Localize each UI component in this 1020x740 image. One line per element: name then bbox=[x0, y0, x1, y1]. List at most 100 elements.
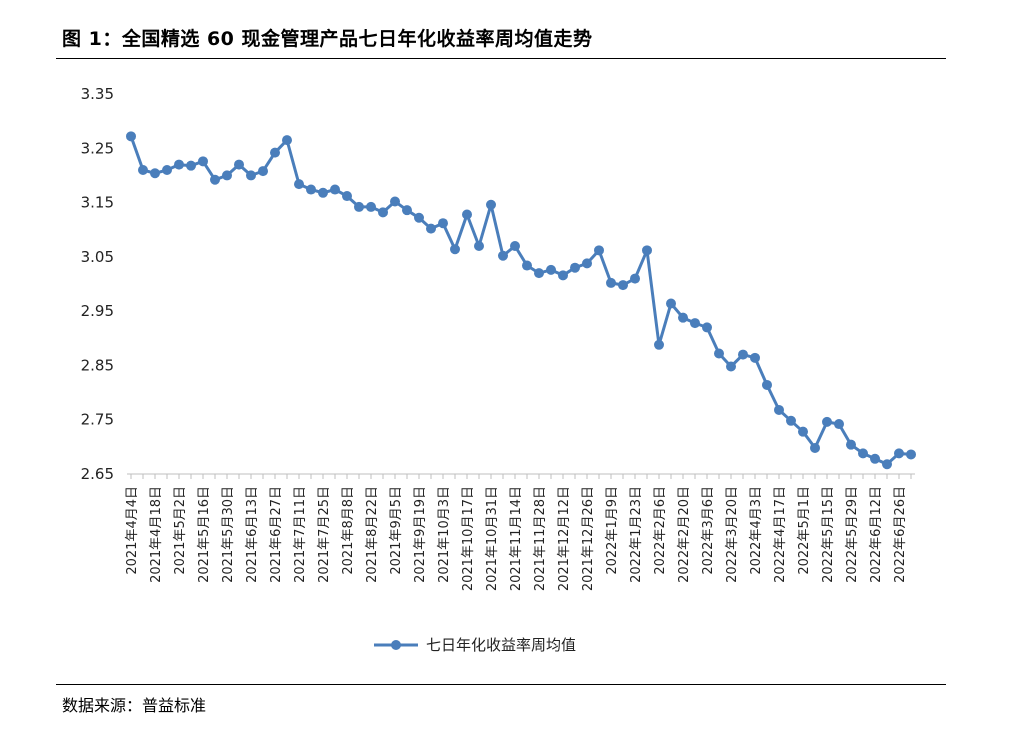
data-point bbox=[462, 209, 472, 220]
x-tick-label: 2021年5月2日 bbox=[173, 486, 188, 575]
y-tick-label: 3.15 bbox=[81, 194, 114, 212]
data-point bbox=[786, 415, 796, 426]
x-tick-label: 2022年3月20日 bbox=[725, 486, 740, 583]
data-point bbox=[642, 245, 652, 256]
data-point bbox=[906, 449, 916, 460]
line-chart: 3.35 3.25 3.15 3.05 2.95 2.85 2.75 2.65 2021年4月… bbox=[81, 85, 916, 654]
y-tick-label: 3.35 bbox=[81, 85, 114, 103]
data-point bbox=[234, 159, 244, 170]
y-tick-label: 2.85 bbox=[81, 356, 114, 374]
data-point bbox=[834, 419, 844, 430]
data-point bbox=[342, 191, 352, 202]
legend-label: 七日年化收益率周均值 bbox=[426, 636, 576, 654]
y-axis: 3.35 3.25 3.15 3.05 2.95 2.85 2.75 2.65 bbox=[81, 85, 114, 483]
data-point bbox=[282, 135, 292, 146]
x-tick-label: 2021年9月19日 bbox=[413, 486, 428, 583]
bottom-rule bbox=[56, 684, 946, 685]
x-tick-label: 2021年12月26日 bbox=[581, 486, 596, 591]
data-point bbox=[606, 277, 616, 288]
data-point bbox=[654, 339, 664, 350]
y-tick-label: 2.65 bbox=[81, 465, 114, 483]
data-point bbox=[378, 207, 388, 218]
x-tick-label: 2021年11月14日 bbox=[509, 486, 524, 591]
data-point bbox=[414, 212, 424, 223]
data-point bbox=[582, 258, 592, 269]
data-point bbox=[306, 184, 316, 195]
x-tick-label: 2021年10月3日 bbox=[437, 486, 452, 583]
x-tick-label: 2022年5月1日 bbox=[797, 486, 812, 575]
data-point bbox=[534, 268, 544, 279]
data-point bbox=[246, 170, 256, 181]
x-tick-label: 2021年6月13日 bbox=[245, 486, 260, 583]
data-point bbox=[210, 174, 220, 185]
data-point bbox=[330, 184, 340, 195]
x-tick-label: 2021年8月8日 bbox=[341, 486, 356, 575]
x-tick-label: 2021年4月4日 bbox=[125, 486, 140, 575]
data-point bbox=[354, 201, 364, 212]
data-point bbox=[138, 165, 148, 175]
x-tick-label: 2021年10月31日 bbox=[485, 486, 500, 591]
data-point bbox=[750, 352, 760, 363]
data-point bbox=[510, 241, 520, 251]
x-tick-label: 2022年2月20日 bbox=[677, 486, 692, 583]
data-point bbox=[774, 404, 784, 415]
data-point bbox=[426, 223, 436, 234]
y-tick-label: 2.75 bbox=[81, 411, 114, 429]
x-tick-label: 2021年9月5日 bbox=[389, 486, 404, 575]
data-point bbox=[630, 273, 640, 284]
series-line bbox=[129, 135, 912, 466]
x-tick-label: 2021年8月22日 bbox=[365, 486, 380, 583]
x-tick-label: 2021年7月11日 bbox=[293, 486, 308, 583]
x-tick-label: 2022年5月29日 bbox=[845, 486, 860, 583]
x-tick-label: 2022年1月9日 bbox=[605, 486, 620, 575]
y-tick-label: 3.05 bbox=[81, 248, 114, 266]
data-point bbox=[222, 170, 232, 181]
x-tick-label: 2021年5月16日 bbox=[197, 486, 212, 583]
data-point bbox=[150, 168, 160, 179]
data-point bbox=[486, 199, 496, 210]
x-tick-label: 2022年4月3日 bbox=[749, 486, 764, 575]
data-point bbox=[594, 245, 604, 256]
x-tick-label: 2022年3月6日 bbox=[701, 486, 716, 575]
x-tick-label: 2021年7月25日 bbox=[317, 486, 332, 583]
plot-area bbox=[126, 131, 916, 470]
data-point bbox=[390, 196, 400, 207]
data-point bbox=[294, 179, 304, 190]
x-tick-label: 2021年10月17日 bbox=[461, 486, 476, 591]
x-tick-label: 2022年5月15日 bbox=[821, 486, 836, 583]
data-point bbox=[558, 270, 568, 281]
data-point bbox=[870, 453, 880, 464]
data-point bbox=[366, 201, 376, 212]
x-tick-label: 2021年4月18日 bbox=[149, 486, 164, 583]
data-point bbox=[522, 260, 532, 271]
legend: 七日年化收益率周均值 bbox=[374, 636, 576, 654]
x-tick-label: 2022年4月17日 bbox=[773, 486, 788, 583]
data-point bbox=[198, 156, 208, 167]
x-tick-label: 2022年2月6日 bbox=[653, 486, 668, 575]
data-point bbox=[738, 349, 748, 360]
data-point bbox=[546, 264, 556, 275]
figure-title: 图 1：全国精选 60 现金管理产品七日年化收益率周均值走势 bbox=[62, 28, 593, 50]
legend-marker bbox=[391, 640, 401, 650]
x-tick-label: 2021年5月30日 bbox=[221, 486, 236, 583]
data-point bbox=[402, 205, 412, 216]
x-tick-label: 2021年6月27日 bbox=[269, 486, 284, 583]
top-rule bbox=[56, 58, 946, 59]
x-tick-label: 2022年6月12日 bbox=[869, 486, 884, 583]
data-point bbox=[162, 165, 172, 175]
data-point bbox=[174, 159, 184, 170]
data-point bbox=[450, 244, 460, 255]
x-tick-label: 2022年1月23日 bbox=[629, 486, 644, 583]
x-tick-label: 2022年6月26日 bbox=[893, 486, 908, 583]
data-point bbox=[822, 416, 832, 427]
data-point bbox=[318, 187, 328, 198]
y-tick-label: 3.25 bbox=[81, 139, 114, 157]
data-point bbox=[798, 426, 808, 437]
data-point bbox=[810, 442, 820, 453]
data-point bbox=[894, 448, 904, 459]
x-axis: 2021年4月4日 2021年4月18日 2021年5月2日 2021年5月16日 20… bbox=[125, 473, 915, 591]
data-point bbox=[702, 322, 712, 333]
data-point bbox=[498, 250, 508, 261]
source-note: 数据来源：普益标准 bbox=[62, 696, 207, 715]
data-point bbox=[666, 298, 676, 309]
